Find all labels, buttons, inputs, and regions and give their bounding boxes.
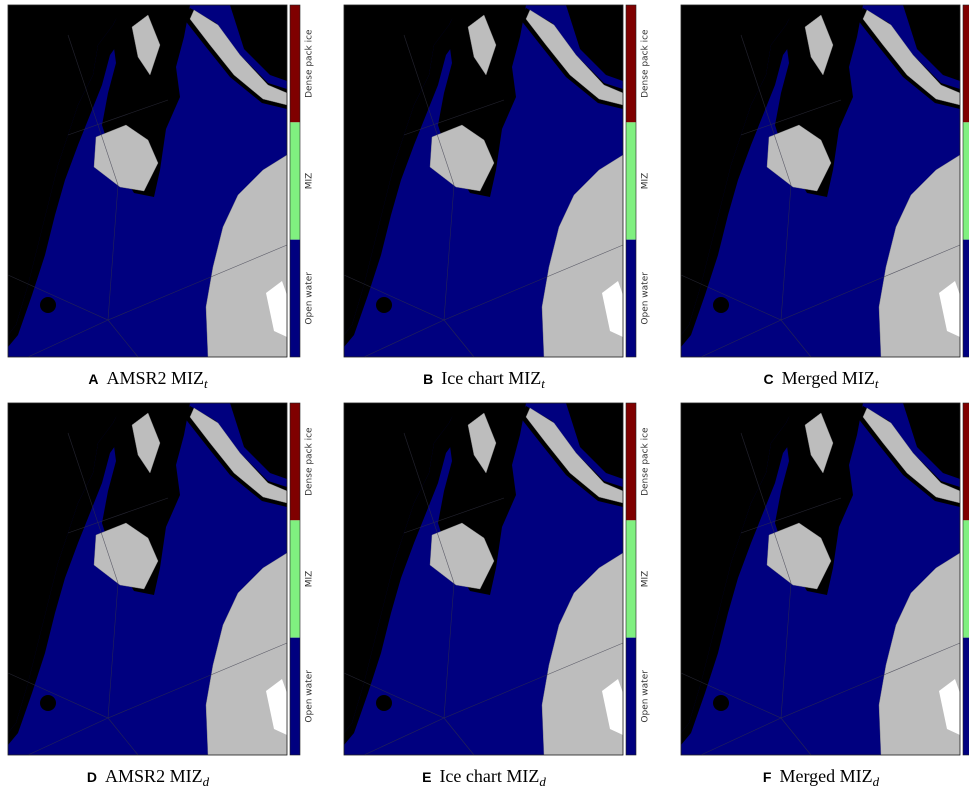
- panel-caption: C Merged MIZt: [764, 368, 879, 391]
- map: [8, 5, 287, 357]
- colorbar-segment: [963, 520, 969, 637]
- map-panel: Dense pack ice MIZ Open water: [8, 5, 315, 357]
- colorbar-segment: [626, 5, 636, 122]
- colorbar-segment: [626, 403, 636, 520]
- map: [344, 403, 623, 755]
- colorbar-label: Open water: [305, 272, 315, 325]
- colorbar-label: MIZ: [305, 571, 315, 588]
- map-panel: Dense pack ice MIZ Open water: [8, 403, 315, 755]
- caption-text: Ice chart MIZ: [441, 368, 541, 388]
- colorbar-label: MIZ: [641, 571, 651, 588]
- caption-subscript: t: [875, 376, 879, 391]
- colorbar-segment: [290, 122, 300, 239]
- map: [8, 403, 287, 755]
- colorbar-segment: [290, 520, 300, 637]
- colorbar-label: Open water: [305, 670, 315, 723]
- caption-subscript: t: [541, 376, 545, 391]
- colorbar-segment: [963, 5, 969, 122]
- caption-text: AMSR2 MIZ: [106, 368, 204, 388]
- panel-letter: B: [423, 371, 433, 387]
- panel-caption: E Ice chart MIZd: [422, 766, 546, 789]
- colorbar-label: Dense pack ice: [305, 427, 315, 496]
- caption-text: Merged MIZ: [779, 766, 872, 786]
- caption-text: AMSR2 MIZ: [105, 766, 203, 786]
- caption-text: Ice chart MIZ: [439, 766, 539, 786]
- panel-caption: A AMSR2 MIZt: [88, 368, 208, 391]
- caption-subscript: d: [203, 774, 210, 789]
- map: [681, 5, 960, 357]
- caption-text: Merged MIZ: [782, 368, 875, 388]
- caption-subscript: d: [873, 774, 880, 789]
- map-panel: Dense pack ice MIZ Open water: [344, 5, 651, 357]
- caption-subscript: d: [539, 774, 546, 789]
- colorbar-label: Dense pack ice: [305, 29, 315, 98]
- colorbar-segment: [626, 520, 636, 637]
- colorbar-segment: [626, 122, 636, 239]
- panel-letter: C: [764, 371, 774, 387]
- panel-letter: D: [87, 769, 97, 785]
- colorbar-segment: [626, 240, 636, 357]
- map-panel: [681, 5, 969, 357]
- panel-letter: E: [422, 769, 431, 785]
- colorbar-label: MIZ: [305, 173, 315, 190]
- colorbar-segment: [290, 638, 300, 755]
- colorbar-segment: [290, 403, 300, 520]
- panel-letter: A: [88, 371, 98, 387]
- colorbar-segment: [290, 240, 300, 357]
- map: [344, 5, 623, 357]
- panel-letter: F: [763, 769, 772, 785]
- colorbar-segment: [290, 5, 300, 122]
- colorbar-segment: [963, 122, 969, 239]
- colorbar-segment: [963, 403, 969, 520]
- panel-caption: F Merged MIZd: [763, 766, 880, 789]
- map-panel: Dense pack ice MIZ Open water: [344, 403, 651, 755]
- colorbar-segment: [963, 638, 969, 755]
- colorbar-segment: [626, 638, 636, 755]
- colorbar-label: Dense pack ice: [641, 29, 651, 98]
- colorbar-label: MIZ: [641, 173, 651, 190]
- panel-caption: D AMSR2 MIZd: [87, 766, 210, 789]
- panel-caption: B Ice chart MIZt: [423, 368, 545, 391]
- colorbar-label: Dense pack ice: [641, 427, 651, 496]
- figure: Dense pack iceMIZOpen waterAAMSR2 MIZtDe…: [0, 0, 969, 794]
- colorbar-label: Open water: [641, 670, 651, 723]
- colorbar-segment: [963, 240, 969, 357]
- colorbar-label: Open water: [641, 272, 651, 325]
- map-panel: [681, 403, 969, 755]
- map: [681, 403, 960, 755]
- caption-subscript: t: [204, 376, 208, 391]
